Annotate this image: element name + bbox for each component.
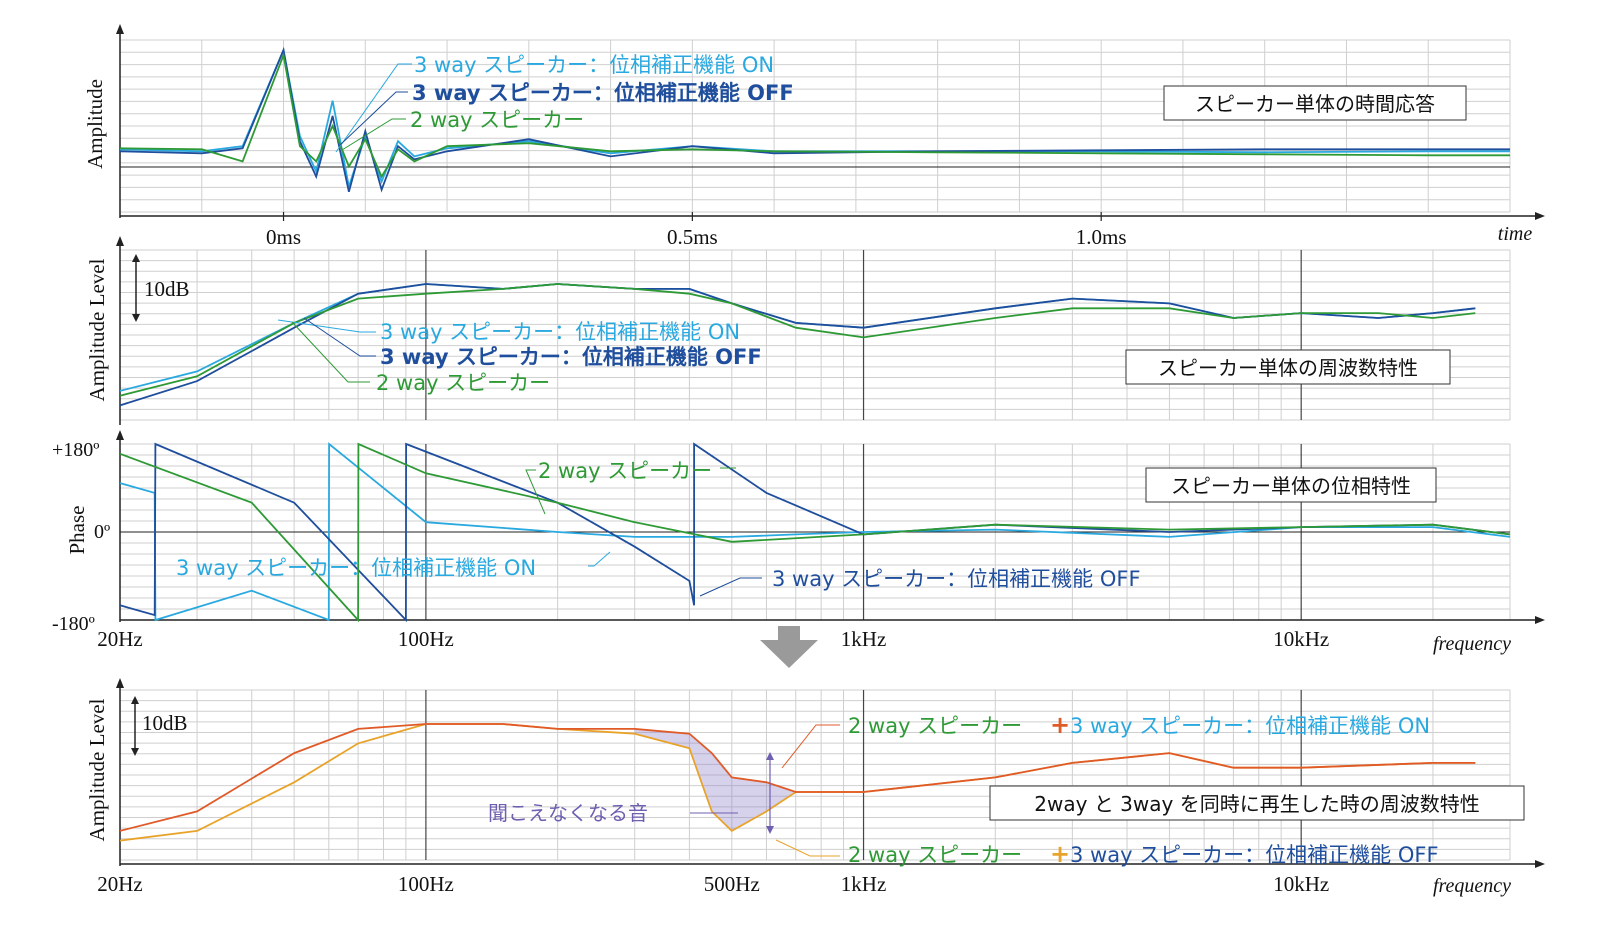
phase-tick-label: 10kHz [1273,627,1329,651]
phase-series-line [119,442,1511,623]
panel-combined-response: 10dB Amplitude Level 20Hz 100Hz 500Hz 1kHz 1… [85,678,1545,897]
callout-p3-on [588,551,611,567]
combined-tick-label: 1kHz [841,872,887,896]
p4-label-two-a: 2 way スピーカー [848,714,1022,738]
combined-scale-label: 10dB [142,711,188,735]
combined-xlabel: frequency [1433,875,1511,897]
p2-label-two: 2 way スピーカー [376,371,550,395]
combined-tick-label: 10kHz [1273,872,1329,896]
freq-scale-label: 10dB [144,277,190,301]
callout-p4-on [781,724,840,769]
freq-title: スピーカー単体の周波数特性 [1158,356,1418,380]
freq-title-box [1125,349,1451,385]
time-tick-label: 1.0ms [1076,225,1127,249]
phase-series-line [119,442,1511,623]
p2-label-on: 3 way スピーカー：位相補正機能 ON [380,320,740,344]
combined-scale-up-icon [131,696,139,704]
combined-ylabel: Amplitude Level [85,698,109,841]
p4-plus-a: + [1050,711,1070,739]
phase-x-arrow-icon [1535,616,1545,624]
phase-title: スピーカー単体の位相特性 [1171,474,1411,498]
time-title-box [1163,85,1467,121]
freq-series [119,283,1476,407]
freq-series-line [119,283,1476,397]
time-ylabel: Amplitude [83,79,107,169]
phase-tick-label: 20Hz [97,627,143,651]
time-xlabel: time [1498,223,1533,245]
combined-tick-label: 20Hz [97,872,143,896]
lost-sound-label: 聞こえなくなる音 [488,801,648,825]
phase-tick-label: 100Hz [398,627,454,651]
phase-tick-label: 1kHz [841,627,887,651]
callout-p3-off [699,577,762,597]
phase-xlabel: frequency [1433,633,1511,655]
combined-series [119,723,1476,842]
phase-ytick-mid: 0º [94,521,110,543]
p1-label-two: 2 way スピーカー [410,108,584,132]
combined-series-line [119,723,1476,832]
p3-label-off: 3 way スピーカー：位相補正機能 OFF [772,567,1141,591]
callout-p1-on [335,63,412,153]
panel-phase-response: +180º 0º -180º Phase 20Hz 100Hz 1kHz 10kHz … [52,430,1545,655]
p4-plus-b: + [1050,840,1070,868]
time-tick-label: 0.5ms [667,225,718,249]
p4-label-three-off: 3 way スピーカー：位相補正機能 OFF [1070,843,1439,867]
callout-p3-two [525,469,546,515]
callout-p4-off [775,839,840,857]
lost-down-icon [766,826,774,834]
panel-time-response: Amplitude time 0ms 0.5ms 1.0ms スピーカー単体の時間応… [83,24,1545,249]
callout-p1-off [339,91,408,146]
combined-title-box [989,785,1525,821]
time-series-line [119,51,1510,179]
freq-series-line [119,283,1476,407]
freq-y-arrow-icon [116,236,124,246]
callout-p2-off [303,317,376,357]
time-x-arrow-icon [1535,212,1545,220]
phase-x-ticks: 20Hz 100Hz 1kHz 10kHz [97,627,1329,651]
combined-scale-down-icon [131,748,139,756]
p1-label-on: 3 way スピーカー：位相補正機能 ON [414,53,774,77]
time-x-ticks: 0ms 0.5ms 1.0ms [266,212,1127,249]
combined-tick-label: 100Hz [398,872,454,896]
freq-ylabel: Amplitude Level [85,258,109,401]
p2-label-off: 3 way スピーカー：位相補正機能 OFF [380,345,762,369]
combined-y-arrow-icon [116,678,124,688]
lost-up-icon [766,752,774,760]
p4-label-three-on: 3 way スピーカー：位相補正機能 ON [1070,714,1430,738]
combined-x-ticks: 20Hz 100Hz 500Hz 1kHz 10kHz [97,872,1329,896]
callout-p1-two [341,118,406,151]
phase-y-arrow-icon [116,430,124,440]
phase-ylabel: Phase [65,506,89,555]
combined-title: 2way と 3way を同時に再生した時の周波数特性 [1034,792,1479,816]
p4-label-two-b: 2 way スピーカー [848,843,1022,867]
time-tick-label: 0ms [266,225,301,249]
phase-ytick-bottom: -180º [52,613,95,635]
freq-scale-down-icon [132,314,140,322]
callout-p2-on [277,319,376,333]
combined-x-arrow-icon [1535,860,1545,868]
p1-label-off: 3 way スピーカー：位相補正機能 OFF [412,81,794,105]
callout-p2-two [291,321,370,383]
freq-scale-up-icon [132,254,140,262]
phase-title-box [1145,467,1437,503]
time-title: スピーカー単体の時間応答 [1195,92,1435,116]
phase-ytick-top: +180º [52,439,99,461]
time-grid [119,39,1511,213]
down-arrow-icon [760,626,818,668]
phase-series [119,442,1511,623]
p3-label-two: 2 way スピーカー [538,459,712,483]
p3-label-on: 3 way スピーカー：位相補正機能 ON [176,556,536,580]
time-y-arrow-icon [116,24,124,34]
phase-series-line [119,442,1511,622]
combined-tick-label: 500Hz [704,872,760,896]
panel-frequency-response: 10dB Amplitude Level スピーカー単体の周波数特性 3 way… [85,236,1511,425]
time-series [119,46,1510,193]
